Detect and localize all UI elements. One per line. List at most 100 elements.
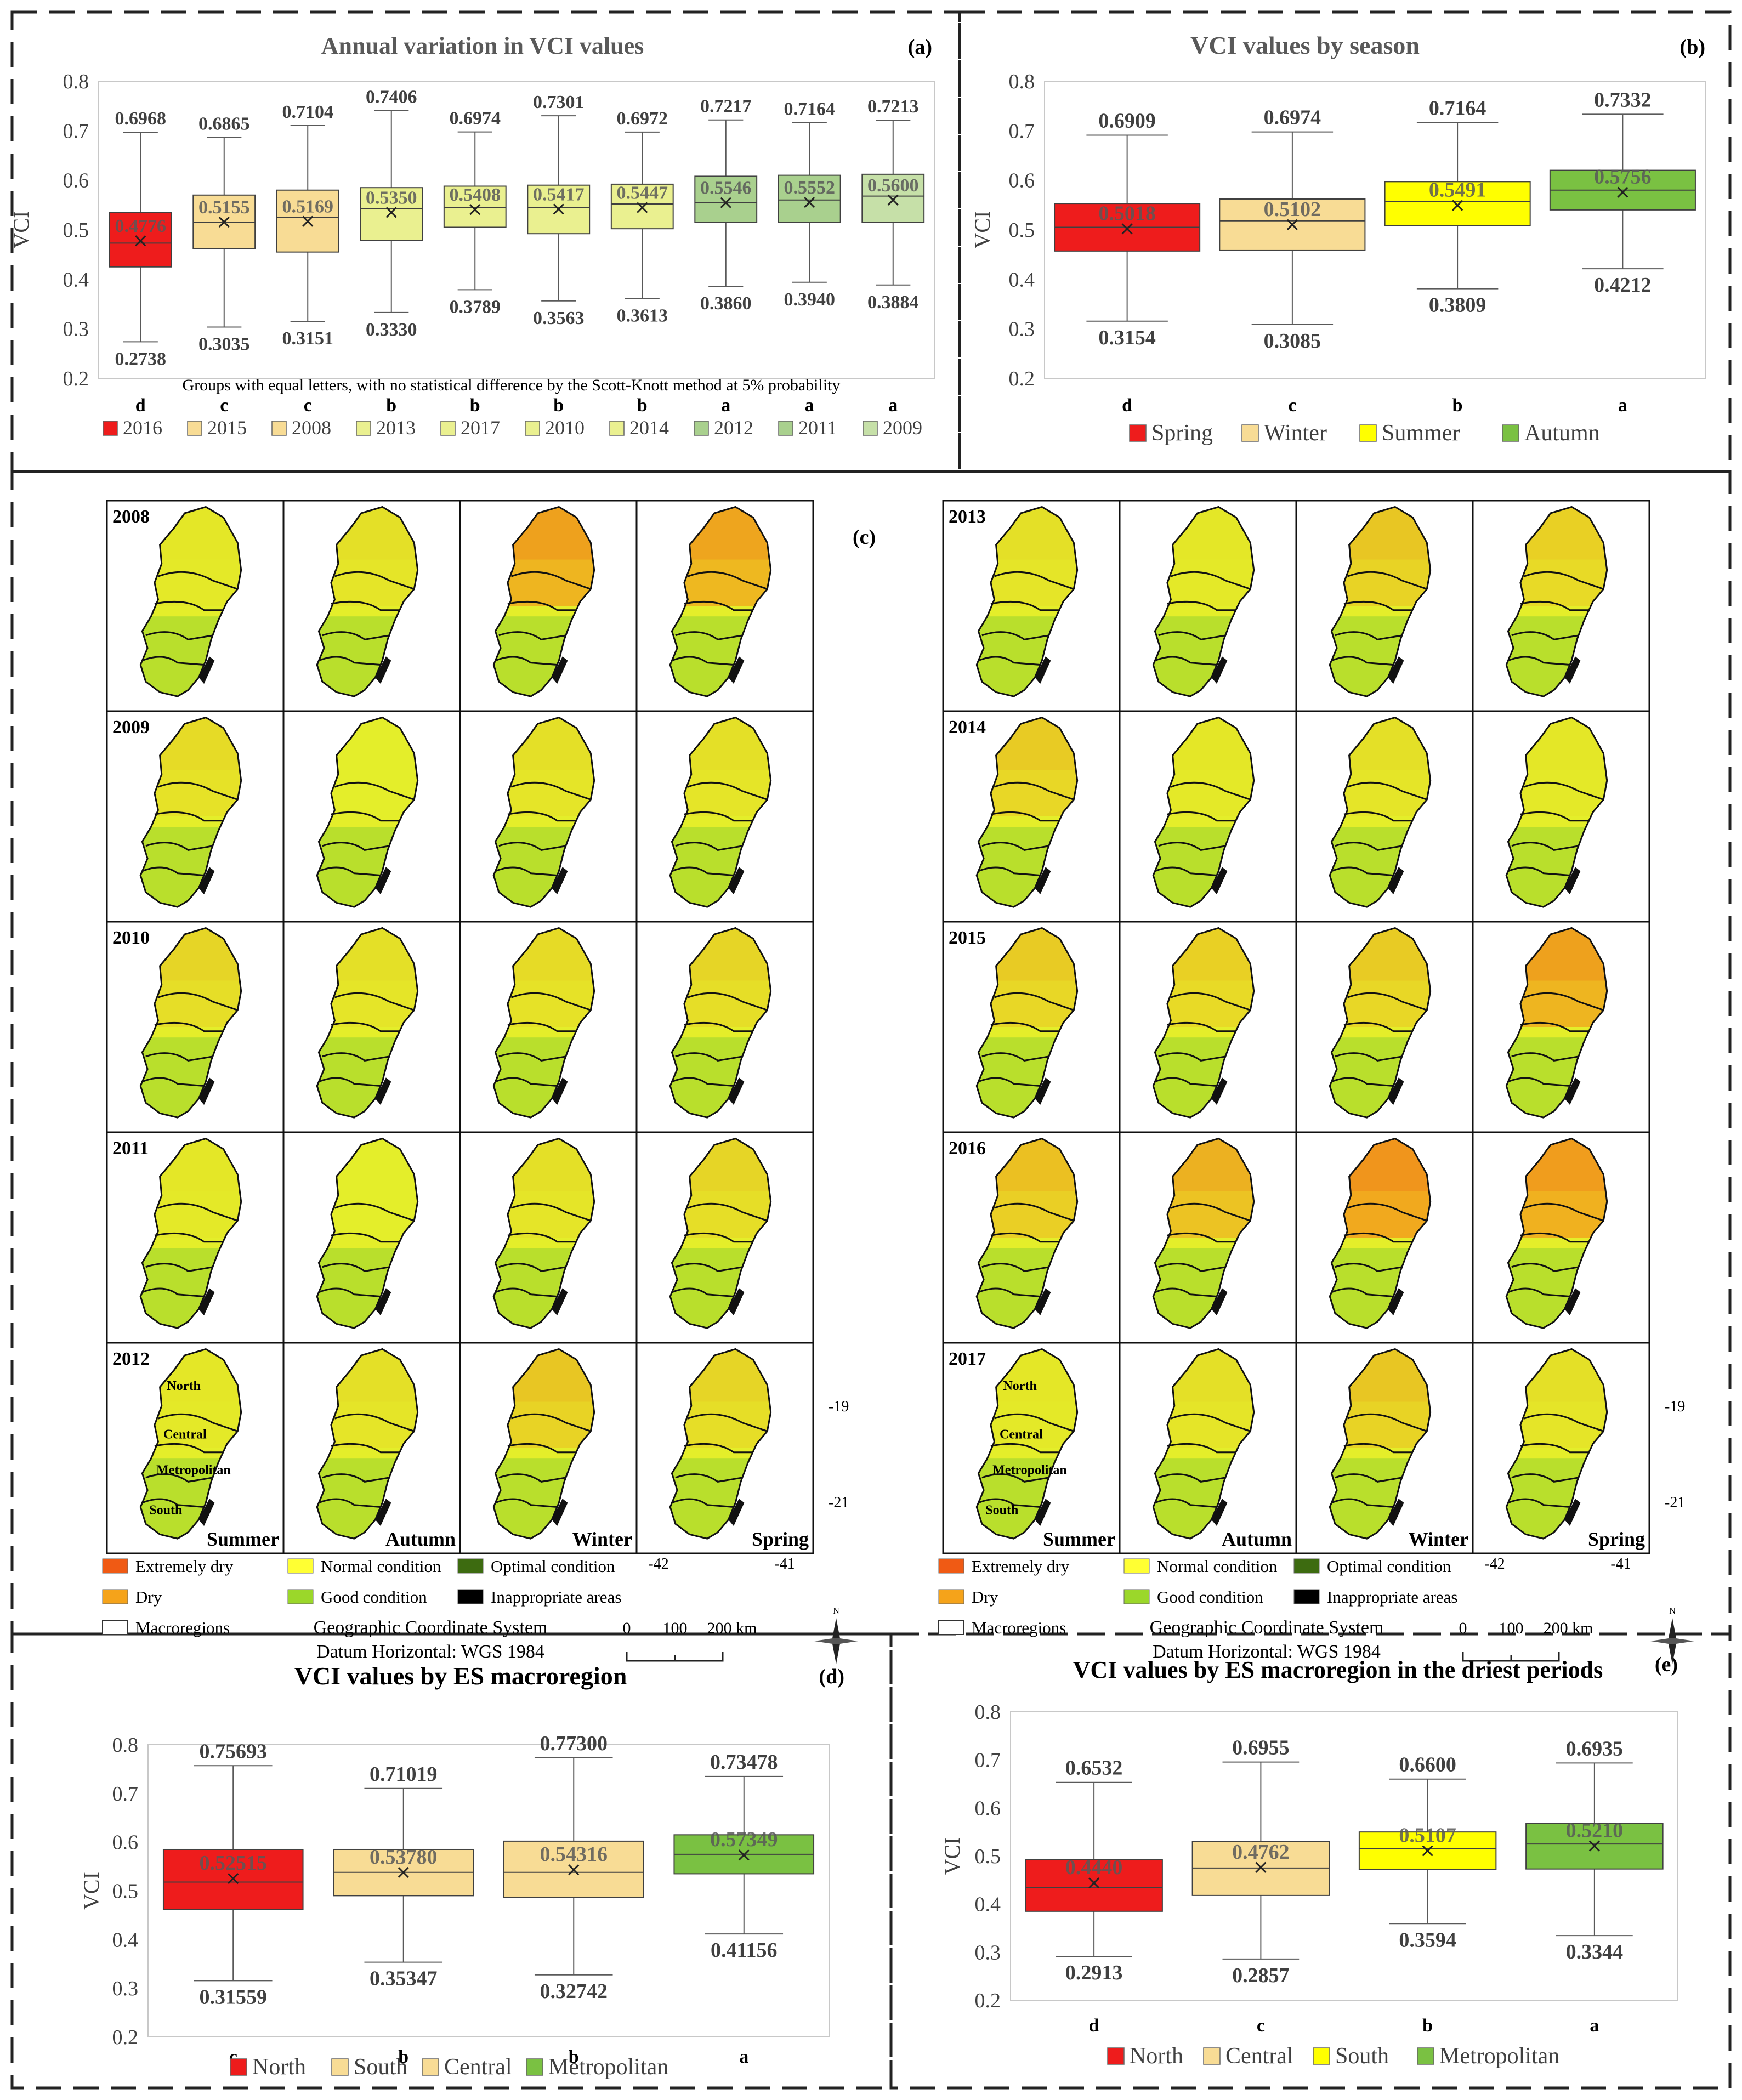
region-boundary bbox=[990, 811, 1060, 822]
legend-item: Extremely dry bbox=[135, 1557, 234, 1576]
region-boundary bbox=[1523, 571, 1604, 590]
chart-annual-vci: Annual variation in VCI values (a) VCI 0.2 0… bbox=[9, 32, 935, 439]
scale-bar bbox=[1462, 1652, 1560, 1662]
mean-marker bbox=[1422, 1845, 1433, 1857]
min-label: 0.3884 bbox=[867, 292, 919, 313]
box-south: 0.6600 0.5107 0.3594 b bbox=[1358, 1753, 1497, 2036]
region-boundary bbox=[671, 1287, 734, 1297]
metro-urban-area bbox=[552, 1077, 568, 1105]
mean-marker bbox=[302, 215, 314, 227]
region-boundary bbox=[981, 842, 1049, 851]
north-label: N bbox=[1669, 1607, 1676, 1616]
region-label: Central bbox=[163, 1427, 207, 1441]
legend-swatch bbox=[1359, 424, 1377, 442]
region-boundary bbox=[1507, 656, 1570, 666]
legend-swatch bbox=[102, 1589, 128, 1604]
mean-label: 0.5350 bbox=[366, 188, 417, 208]
mean-marker bbox=[637, 202, 648, 213]
metro-urban-area bbox=[1211, 656, 1228, 684]
legend-swatch bbox=[230, 2058, 247, 2076]
metro-urban-area bbox=[1564, 1077, 1581, 1105]
region-boundary bbox=[1167, 1021, 1236, 1032]
panel-borders bbox=[10, 10, 1732, 2090]
region-boundary bbox=[684, 1443, 753, 1454]
y-axis-label: VCI bbox=[9, 211, 33, 249]
region-label: North bbox=[1003, 1379, 1036, 1393]
group-letter: b bbox=[1422, 2016, 1433, 2036]
legend-swatch bbox=[102, 1620, 128, 1635]
y-axis-label: VCI bbox=[970, 211, 995, 249]
region-boundary bbox=[1520, 811, 1590, 822]
region-boundary bbox=[1331, 1077, 1394, 1087]
region-boundary bbox=[145, 1263, 213, 1272]
region-boundary bbox=[1331, 866, 1394, 876]
plot-area bbox=[98, 81, 935, 379]
region-boundary bbox=[1523, 992, 1604, 1011]
year-label: 2014 bbox=[949, 717, 986, 737]
group-letter: c bbox=[220, 395, 228, 416]
chart-driest-periods-vci: VCI values by ES macroregion in the drie… bbox=[940, 1653, 1678, 2069]
region-boundary bbox=[154, 1021, 224, 1032]
region-boundary bbox=[498, 1052, 566, 1062]
region-boundary bbox=[684, 1232, 753, 1243]
group-letter: c bbox=[1257, 2016, 1265, 2036]
region-boundary bbox=[981, 1473, 1049, 1483]
region-boundary bbox=[1331, 1287, 1394, 1297]
legend-item: 2017 bbox=[461, 417, 500, 439]
legend-swatch bbox=[1123, 1589, 1150, 1604]
map-2015-spring bbox=[1472, 921, 1650, 1133]
region-boundary bbox=[990, 1232, 1060, 1243]
region-boundary bbox=[994, 571, 1074, 590]
year-label: 2016 bbox=[949, 1138, 986, 1159]
legend-item: Inappropriate areas bbox=[491, 1587, 621, 1607]
mean-marker bbox=[1088, 1877, 1100, 1889]
legend-item: Winter bbox=[1264, 421, 1327, 446]
min-label: 0.2913 bbox=[1065, 1961, 1123, 1984]
mean-label: 0.54316 bbox=[540, 1843, 608, 1866]
state-outline bbox=[492, 1137, 595, 1329]
min-label: 0.3860 bbox=[700, 293, 752, 314]
metro-urban-area bbox=[1388, 656, 1404, 684]
box-spring: 0.6909 0.5018 0.3154 d bbox=[1054, 110, 1201, 416]
min-label: 0.3085 bbox=[1264, 330, 1321, 353]
state-outline bbox=[1329, 1348, 1432, 1540]
min-label: 0.3613 bbox=[617, 305, 668, 326]
legend-swatch bbox=[440, 421, 456, 436]
compass-rose-icon bbox=[1650, 1638, 1694, 1644]
state-outline bbox=[1505, 506, 1608, 697]
state-outline bbox=[316, 1348, 419, 1540]
box-body bbox=[109, 212, 172, 268]
legend-swatch bbox=[1502, 424, 1519, 442]
region-boundary bbox=[1347, 1202, 1427, 1222]
plot-area bbox=[1044, 81, 1706, 379]
mean-marker bbox=[228, 1873, 239, 1885]
region-boundary bbox=[675, 1263, 743, 1272]
region-boundary bbox=[1347, 781, 1427, 801]
max-label: 0.6532 bbox=[1065, 1757, 1123, 1780]
metro-urban-area bbox=[1564, 1288, 1581, 1316]
map-2013-autumn bbox=[1119, 500, 1297, 712]
y-tick-label: 0.5 bbox=[112, 1880, 139, 1903]
state-outline bbox=[1329, 1137, 1432, 1329]
legend-swatch bbox=[863, 421, 878, 436]
metro-urban-area bbox=[1564, 656, 1581, 684]
region-boundary bbox=[1158, 631, 1226, 640]
metro-urban-area bbox=[198, 656, 215, 684]
region-boundary bbox=[157, 571, 238, 590]
max-label: 0.7164 bbox=[784, 99, 836, 120]
panel-label: (e) bbox=[1655, 1653, 1678, 1676]
region-boundary bbox=[1347, 1413, 1427, 1432]
y-tick-label: 0.3 bbox=[975, 1941, 1001, 1964]
state-outline bbox=[492, 927, 595, 1119]
region-boundary bbox=[322, 1263, 390, 1272]
min-label: 0.35347 bbox=[370, 1967, 438, 1990]
map-2015-autumn bbox=[1119, 921, 1297, 1133]
lon-tick: -42 bbox=[1484, 1556, 1505, 1573]
region-boundary bbox=[507, 811, 577, 822]
map-2008-summer: 2008 bbox=[106, 500, 285, 712]
mean-marker bbox=[469, 204, 481, 215]
region-boundary bbox=[495, 1498, 558, 1508]
metro-urban-area bbox=[375, 1499, 391, 1526]
region-boundary bbox=[322, 1052, 390, 1062]
region-boundary bbox=[1335, 1473, 1403, 1483]
